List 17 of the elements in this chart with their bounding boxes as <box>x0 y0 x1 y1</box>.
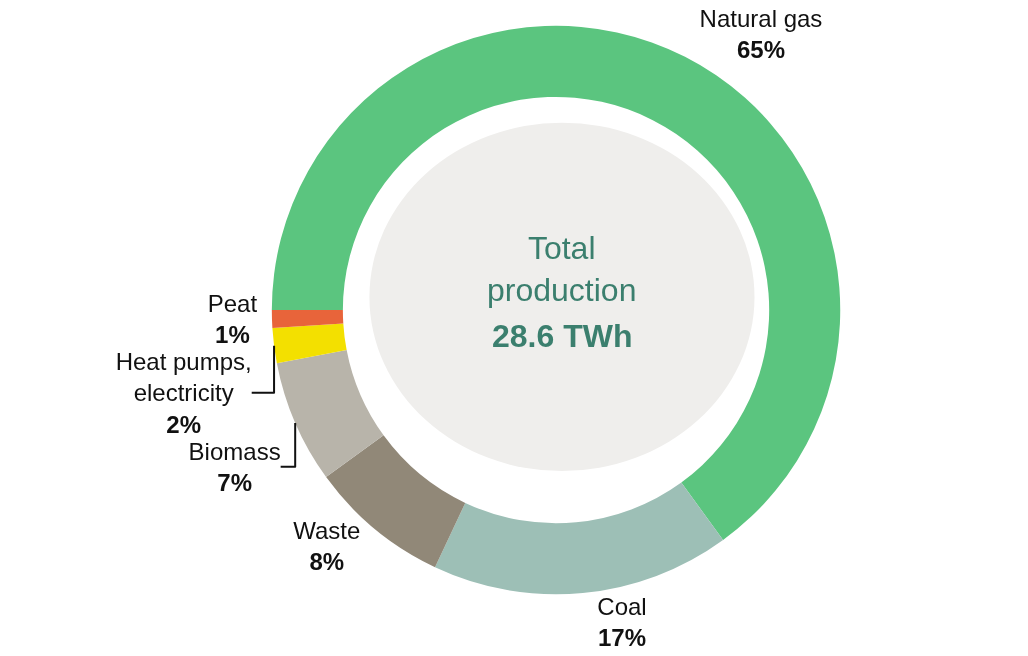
donut-slice <box>272 323 347 364</box>
slice-label: Biomass <box>188 437 281 465</box>
data-label: 7% <box>217 468 252 496</box>
data-label: 8% <box>309 548 345 576</box>
slice-label: Waste <box>293 517 361 545</box>
data-label: 1% <box>215 321 250 349</box>
donut-slice <box>271 310 344 328</box>
slice-label: Peat <box>207 289 258 317</box>
data-label: 2% <box>166 410 202 438</box>
data-label: 17% <box>597 623 647 651</box>
slice-label: Heat pumps, electricity <box>115 348 252 407</box>
data-label: 65% <box>736 35 785 63</box>
slice-label: Coal <box>597 592 647 620</box>
slice-label: Natural gas <box>699 4 823 32</box>
donut-slice <box>435 482 724 595</box>
text: 28.6 TWh <box>492 318 633 354</box>
text: Total production <box>487 230 637 308</box>
